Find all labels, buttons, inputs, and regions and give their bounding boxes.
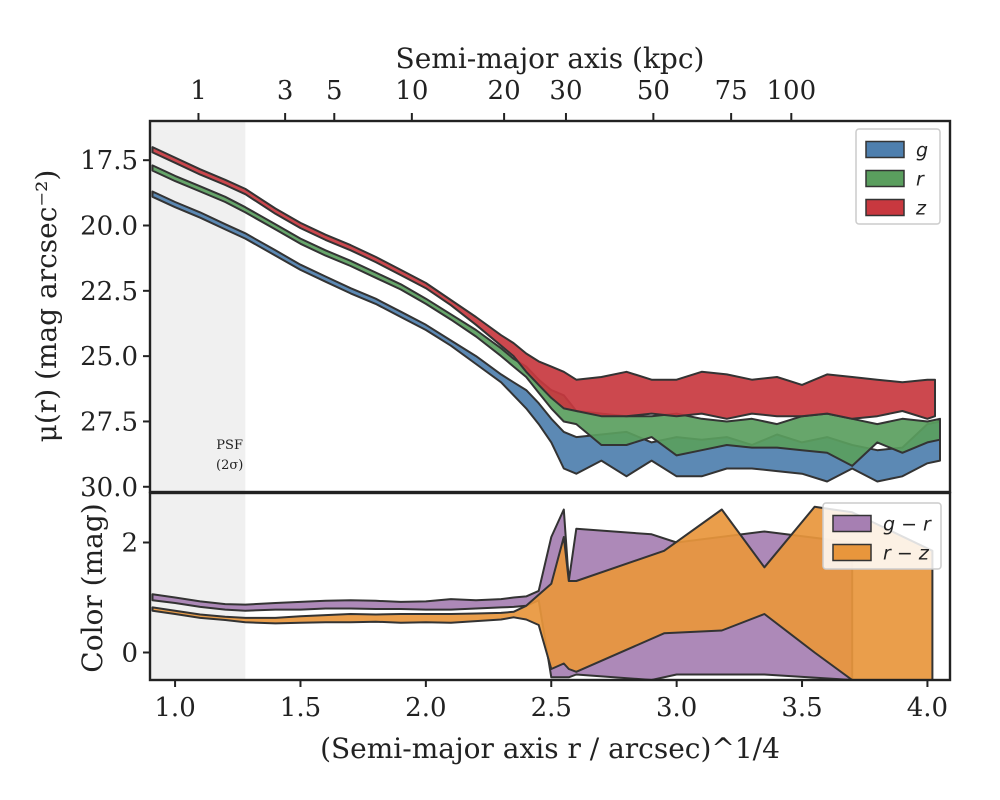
tick-label: 3.5 [781, 693, 822, 723]
tick-label: 30 [549, 76, 582, 106]
legend-swatch [865, 198, 905, 217]
legend-swatch [865, 140, 905, 159]
legend-label: z [915, 198, 927, 220]
band-1 [151, 164, 941, 467]
tick-label: 27.5 [80, 407, 138, 437]
legend-label: g [916, 140, 928, 162]
tick-label: 1.0 [154, 693, 195, 723]
psf-label: PSF [216, 438, 243, 453]
tick-label: 2.0 [405, 693, 446, 723]
tick-label: 2.5 [531, 693, 572, 723]
band-2 [151, 146, 936, 420]
legend-label: g − r [883, 514, 932, 536]
tick-label: 100 [766, 76, 816, 106]
legend-label: r − z [883, 543, 930, 565]
bottom-x-axis-title: (Semi-major axis r / arcsec)^1/4 [320, 732, 780, 765]
tick-label: 25.0 [80, 342, 138, 372]
tick-label: 1 [190, 76, 207, 106]
legend-swatch [832, 543, 872, 562]
color-areas [151, 505, 934, 680]
tick-label: 30.0 [80, 473, 138, 503]
legend-bands: grz [855, 128, 941, 225]
tick-label: 3.0 [656, 693, 697, 723]
tick-label: 20.0 [80, 212, 138, 242]
tick-label: 17.5 [80, 146, 138, 176]
tick-label: 75 [715, 76, 748, 106]
bottom-panel-frame [148, 491, 952, 682]
tick-label: 0 [121, 639, 138, 669]
top-x-axis-title: Semi-major axis (kpc) [396, 42, 705, 75]
psf-sublabel: (2σ) [216, 458, 243, 473]
tick-label: 20 [488, 76, 521, 106]
legend-swatch [865, 169, 905, 188]
ticks: 17.520.022.525.027.530.01 3 5 10 20 30 50 75 100… [80, 76, 948, 723]
legend-label: r [916, 169, 925, 191]
surface-brightness-areas [151, 146, 941, 483]
tick-label: 2 [121, 529, 138, 559]
tick-label: 50 [637, 76, 670, 106]
legend-colors: g − r r − z [822, 502, 942, 570]
tick-label: 22.5 [80, 277, 138, 307]
bottom-y-axis-title: Color (mag) [76, 503, 109, 672]
tick-label: 3 [277, 76, 294, 106]
top-y-axis-title: μ(r) (mag arcsec⁻²) [30, 170, 63, 443]
tick-label: 1.5 [280, 693, 321, 723]
tick-label: 5 [326, 76, 343, 106]
legend-swatch [832, 514, 872, 533]
band-1 [151, 505, 934, 680]
tick-label: 10 [395, 76, 428, 106]
tick-label: 4.0 [907, 693, 948, 723]
psf-region-bottom [150, 493, 246, 680]
